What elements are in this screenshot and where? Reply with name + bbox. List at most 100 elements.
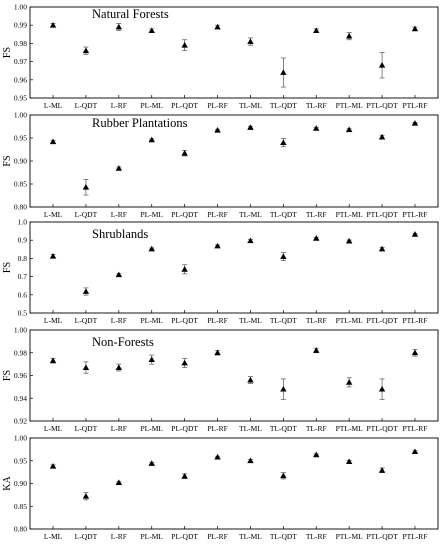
data-point-triangle [181,359,188,366]
panel-2: 0.80 0.85 0.90 0.95 1.00 L-ML L-QDT L-RF PL-ML PL… [2,111,439,219]
x-tick-label: PL-RF [207,316,227,325]
y-tick-label: 0.96 [14,75,27,84]
panel-3: 0.5 0.6 0.7 0.8 0.9 1.0 L-ML L-QDT L-RF PL-ML PL-Q… [2,218,439,325]
y-axis-label: FS [2,47,13,58]
data-point-triangle [345,237,353,244]
y-tick-label: 0.94 [14,394,27,403]
x-tick-label: TL-ML [239,210,262,219]
data-point-triangle [247,376,254,383]
data-point-triangle [49,138,57,145]
x-tick-label: L-QDT [75,316,98,325]
x-tick-label: PL-RF [207,424,227,433]
x-tick-label: L-RF [111,101,127,110]
x-tick-label: PL-QDT [171,210,198,219]
x-tick-label: L-QDT [75,532,98,541]
y-tick-label: 0.90 [14,157,27,166]
data-point-triangle [214,242,221,249]
x-tick-label: L-QDT [75,210,98,219]
x-tick-label: TL-ML [239,101,262,110]
data-point-triangle [247,237,254,244]
data-point-triangle [49,463,57,469]
data-point-triangle [49,253,57,259]
panel-5: 0.80 0.85 0.90 0.95 1.00 L-ML L-QDT L-RF PL-ML PL… [2,434,439,541]
data-point-triangle [313,451,320,458]
data-point-triangle [214,349,221,356]
plot-frame [29,6,439,99]
data-point-triangle [181,473,188,479]
x-tick-label: PL-ML [140,424,163,433]
y-tick-label: 0.85 [14,502,27,511]
y-tick-label: 0.92 [14,417,27,426]
data-point-triangle [148,136,155,143]
data-point-triangle [280,253,287,259]
y-tick-label: 0.7 [18,272,28,281]
data-point-triangle [148,245,155,252]
x-tick-label: TL-QDT [270,424,297,433]
panel-title: Natural Forests [92,7,169,21]
data-point-triangle [214,453,221,460]
data-point-triangle [411,349,419,356]
x-tick-label: PTL-QDT [366,210,398,219]
x-tick-label: TL-ML [239,532,262,541]
panel-1: 0.95 0.96 0.97 0.98 0.99 1.00 L-ML L-QDT L-RF PL-… [2,3,439,110]
y-tick-label: 0.98 [14,39,27,48]
data-point-triangle [181,149,188,156]
y-tick-label: 0.9 [18,236,28,245]
panel-title: Shrublands [92,227,148,241]
data-point-triangle [411,120,419,126]
data-point-triangle [148,356,155,362]
data-point-triangle [280,472,287,479]
y-tick-label: 0.6 [18,290,28,299]
data-point-triangle [313,125,320,131]
y-tick-label: 0.5 [18,309,28,318]
x-tick-label: L-ML [44,101,63,110]
data-point-triangle [345,126,353,133]
panel-title: Rubber Plantations [92,116,188,130]
data-point-triangle [49,22,57,28]
x-tick-label: PL-QDT [171,424,198,433]
x-tick-label: PTL-RF [402,210,427,219]
data-point-triangle [82,288,90,294]
x-tick-label: TL-RF [306,316,327,325]
data-point-triangle [411,448,419,455]
data-point-triangle [115,23,123,30]
x-tick-label: TL-ML [239,424,262,433]
data-point-triangle [411,231,419,237]
x-tick-label: L-QDT [75,101,98,110]
x-tick-label: PTL-RF [402,532,427,541]
data-point-triangle [378,467,386,473]
x-tick-label: PL-QDT [171,532,198,541]
x-tick-label: PL-RF [207,532,227,541]
x-tick-label: L-ML [44,424,63,433]
x-tick-label: PTL-RF [402,424,427,433]
y-axis-label: FS [2,370,13,381]
data-point-triangle [181,42,188,48]
x-tick-label: L-QDT [75,424,98,433]
x-tick-label: L-RF [111,210,127,219]
data-point-triangle [247,457,254,464]
x-tick-label: PTL-ML [336,101,364,110]
y-axis-label: FS [2,262,13,273]
y-axis-label: FS [2,155,13,166]
y-tick-label: 0.95 [14,94,27,103]
y-tick-label: 1.00 [14,326,27,335]
y-tick-label: 0.95 [14,456,27,465]
y-tick-label: 0.97 [14,57,27,66]
plot-frame [29,437,439,530]
x-tick-label: PL-RF [207,210,227,219]
x-tick-label: TL-RF [306,101,327,110]
y-tick-label: 1.00 [14,3,27,12]
x-tick-label: PTL-ML [336,424,364,433]
y-tick-label: 0.85 [14,180,27,189]
data-point-triangle [411,25,419,32]
data-point-triangle [280,69,287,75]
y-tick-label: 0.99 [14,21,27,30]
x-tick-label: PTL-QDT [366,424,398,433]
data-point-triangle [313,235,320,241]
data-point-triangle [378,133,386,140]
y-tick-label: 0.8 [18,254,28,263]
data-point-triangle [313,27,320,34]
x-tick-label: PTL-RF [402,316,427,325]
data-point-triangle [345,458,353,465]
